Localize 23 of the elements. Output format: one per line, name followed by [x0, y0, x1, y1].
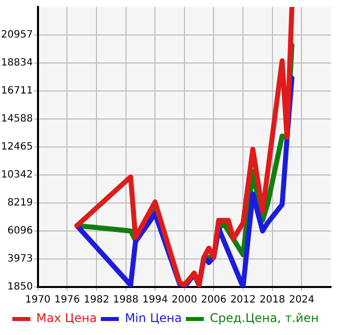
x-tick-label: 1976 — [54, 294, 80, 306]
legend-label: Max Цена — [36, 311, 97, 326]
x-tick-label: 1988 — [113, 294, 138, 306]
x-tick-label: 1994 — [142, 294, 168, 306]
y-tick-label: 8219 — [7, 198, 33, 209]
y-tick-label: 12465 — [1, 142, 33, 153]
y-tick-label: 16711 — [1, 86, 33, 97]
legend-label: Сред.Цена, т.йен — [210, 311, 319, 326]
legend-label: Min Цена — [124, 311, 182, 326]
y-tick-label: 18834 — [1, 58, 33, 69]
x-tick-label: 1982 — [84, 294, 110, 306]
y-tick-label: 3973 — [7, 254, 33, 265]
x-tick-label: 2024 — [288, 294, 314, 306]
x-tick-label: 2006 — [201, 294, 226, 306]
x-tick-label: 1970 — [25, 294, 51, 306]
y-tick-label: 1850 — [7, 282, 33, 293]
y-tick-label: 20957 — [1, 30, 33, 41]
y-tick-label: 10342 — [1, 170, 33, 181]
y-tick-label: 14588 — [1, 114, 33, 125]
x-tick-label: 2000 — [172, 294, 198, 306]
x-tick-label: 2018 — [260, 294, 286, 306]
x-tick-label: 2012 — [230, 294, 256, 306]
y-tick-label: 6096 — [7, 226, 33, 237]
